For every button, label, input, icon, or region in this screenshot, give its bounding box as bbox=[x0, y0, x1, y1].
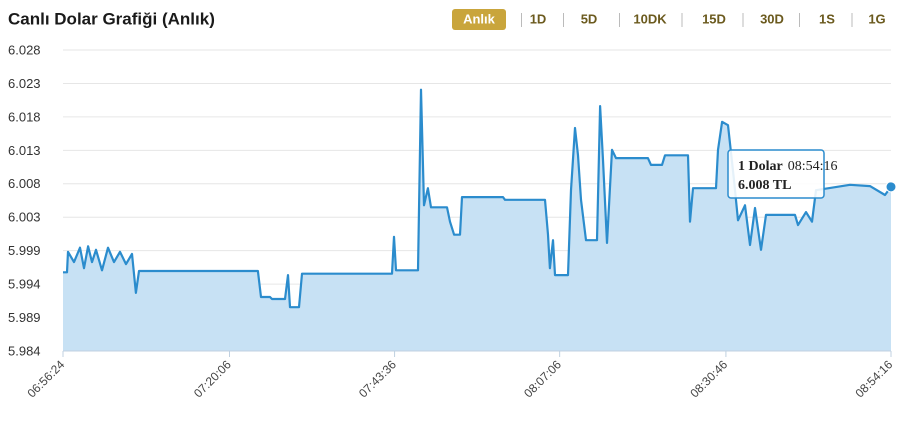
y-tick-label: 6.008 bbox=[8, 176, 41, 191]
tooltip-box bbox=[727, 149, 825, 199]
tooltip-time: 08:54:16 bbox=[788, 159, 838, 174]
line bbox=[63, 88, 892, 309]
range-button[interactable]: 1D bbox=[530, 11, 547, 26]
x-tick-label: 08:07:06 bbox=[521, 357, 564, 400]
x-tick-label: 07:43:36 bbox=[356, 357, 399, 400]
y-tick-label: 6.023 bbox=[8, 76, 41, 91]
y-tick-label: 6.028 bbox=[8, 42, 41, 57]
tooltip-value: 6.008 TL bbox=[738, 178, 791, 193]
hover-point bbox=[885, 181, 897, 193]
range-button[interactable]: 5D bbox=[581, 11, 598, 26]
tooltip-name: 1 Dolar bbox=[738, 159, 783, 174]
y-tick-label: 5.994 bbox=[8, 277, 41, 292]
x-tick-label: 06:56:24 bbox=[24, 357, 67, 400]
y-tick-label: 6.003 bbox=[8, 210, 41, 225]
range-button[interactable]: 15D bbox=[702, 11, 726, 26]
y-tick-label: 6.013 bbox=[8, 143, 41, 158]
y-tick-label: 5.984 bbox=[8, 343, 41, 358]
range-button-bg bbox=[452, 9, 506, 30]
x-tick-label: 08:54:16 bbox=[852, 357, 895, 400]
y-tick-label: 5.999 bbox=[8, 243, 41, 258]
tooltip-title: 1 Dolar 08:54:16 bbox=[738, 159, 838, 174]
range-button[interactable]: 1G bbox=[868, 11, 885, 26]
area bbox=[63, 89, 891, 351]
range-button[interactable]: 1S bbox=[819, 11, 835, 26]
x-tick-label: 08:30:46 bbox=[687, 357, 730, 400]
range-button[interactable]: Anlık bbox=[463, 11, 496, 26]
y-tick-label: 6.018 bbox=[8, 109, 41, 124]
range-button[interactable]: 30D bbox=[760, 11, 784, 26]
y-tick-label: 5.989 bbox=[8, 310, 41, 325]
chart-title: Canlı Dolar Grafiği (Anlık) bbox=[8, 9, 215, 28]
x-tick-label: 07:20:06 bbox=[191, 357, 234, 400]
range-button[interactable]: 10DK bbox=[633, 11, 667, 26]
